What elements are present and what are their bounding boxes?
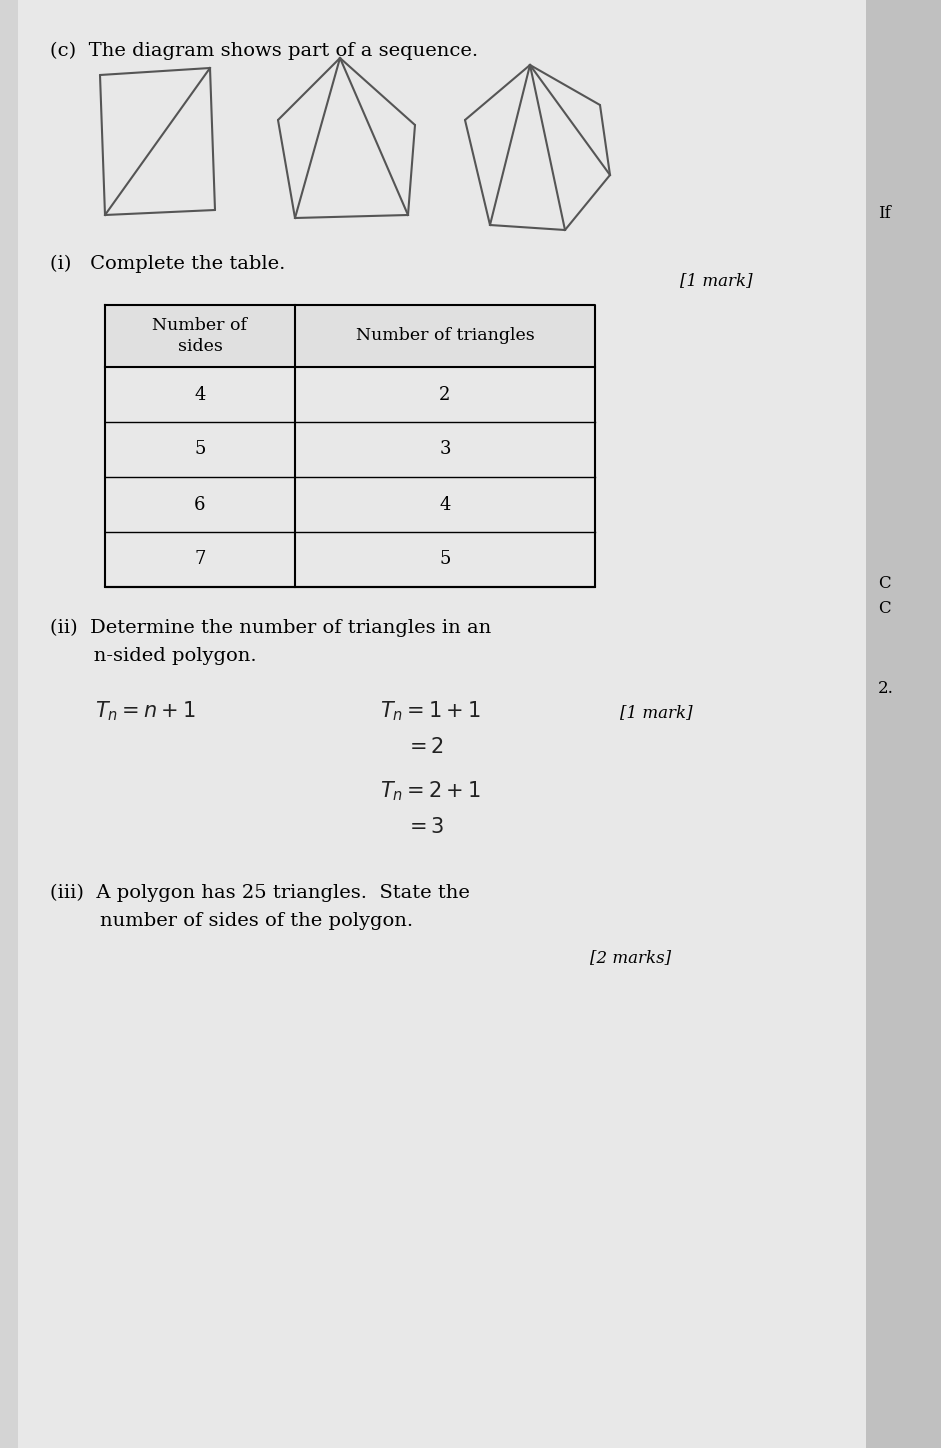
Text: (c)  The diagram shows part of a sequence.: (c) The diagram shows part of a sequence… [50, 42, 478, 61]
Text: 3: 3 [439, 440, 451, 459]
Text: Number of triangles: Number of triangles [356, 327, 534, 345]
FancyBboxPatch shape [105, 306, 595, 366]
FancyBboxPatch shape [866, 0, 941, 1448]
Text: 4: 4 [194, 385, 206, 404]
Text: $T_n=n+1$: $T_n=n+1$ [95, 699, 196, 723]
Text: 4: 4 [439, 495, 451, 514]
Text: 7: 7 [194, 550, 206, 569]
Text: n-sided polygon.: n-sided polygon. [50, 647, 257, 665]
Text: $=3$: $=3$ [405, 817, 444, 837]
Text: C: C [878, 599, 890, 617]
FancyBboxPatch shape [18, 0, 866, 1448]
Text: C: C [878, 575, 890, 592]
Text: [2 marks]: [2 marks] [590, 948, 671, 966]
Text: [1 mark]: [1 mark] [620, 704, 693, 721]
Text: (i)   Complete the table.: (i) Complete the table. [50, 255, 285, 274]
Text: number of sides of the polygon.: number of sides of the polygon. [50, 912, 413, 930]
Text: 5: 5 [194, 440, 206, 459]
Text: (ii)  Determine the number of triangles in an: (ii) Determine the number of triangles i… [50, 618, 491, 637]
Text: If: If [878, 206, 891, 222]
FancyBboxPatch shape [105, 366, 595, 421]
Text: $T_n=2+1$: $T_n=2+1$ [380, 779, 481, 802]
Text: 2.: 2. [878, 681, 894, 696]
Text: (iii)  A polygon has 25 triangles.  State the: (iii) A polygon has 25 triangles. State … [50, 883, 470, 902]
Text: [1 mark]: [1 mark] [680, 272, 753, 290]
Text: Number of
sides: Number of sides [152, 317, 247, 355]
Text: 5: 5 [439, 550, 451, 569]
Text: 6: 6 [194, 495, 206, 514]
Text: $=2$: $=2$ [405, 737, 444, 757]
FancyBboxPatch shape [105, 531, 595, 586]
Text: 2: 2 [439, 385, 451, 404]
FancyBboxPatch shape [105, 421, 595, 476]
Text: $T_n=1+1$: $T_n=1+1$ [380, 699, 481, 723]
FancyBboxPatch shape [105, 476, 595, 531]
